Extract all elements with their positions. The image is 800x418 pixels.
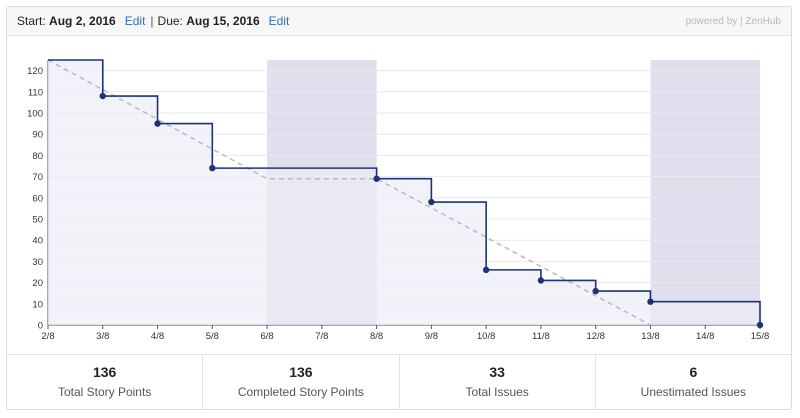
- due-label: Due:: [157, 14, 183, 28]
- y-tick-label: 40: [32, 236, 43, 247]
- x-tick-label: 14/8: [696, 331, 715, 342]
- weekend-band: [650, 60, 760, 325]
- data-point: [154, 120, 161, 127]
- stat-total-issues: 33 Total Issues: [400, 355, 596, 409]
- due-date: Aug 15, 2016: [186, 14, 260, 28]
- x-tick-label: 4/8: [151, 331, 164, 342]
- stats-bar: 136 Total Story Points 136 Completed Sto…: [7, 354, 791, 409]
- data-point: [592, 287, 599, 295]
- data-point: [209, 164, 216, 172]
- burndown-chart: 0 10 20 30 40 50 60 70 80 90 100 110 120 2/8 3/8 4/8 5/8…: [27, 59, 770, 342]
- y-tick-label: 10: [32, 299, 43, 310]
- data-point: [428, 198, 435, 206]
- powered-by-text: powered by | ZenHub: [685, 15, 781, 27]
- edit-due-link[interactable]: Edit: [268, 14, 290, 28]
- data-point: [756, 321, 764, 329]
- stat-label: Unestimated Issues: [640, 385, 747, 399]
- y-tick-label: 100: [27, 109, 43, 120]
- stat-label: Total Story Points: [57, 385, 152, 399]
- stat-value: 136: [92, 364, 117, 380]
- y-tick-label: 60: [32, 193, 43, 204]
- stat-total-story-points: 136 Total Story Points: [7, 355, 204, 409]
- stat-unestimated-issues: 6 Unestimated Issues: [596, 355, 791, 409]
- x-tick-label: 12/8: [586, 331, 605, 342]
- x-tick-label: 3/8: [96, 331, 109, 342]
- x-tick-label: 10/8: [477, 331, 496, 342]
- x-tick-label: 5/8: [206, 331, 219, 342]
- start-label: Start:: [17, 14, 46, 28]
- burndown-panel: Start: Aug 2, 2016 Edit | Due: Aug 15, 2…: [6, 6, 792, 410]
- y-tick-label: 120: [27, 66, 43, 77]
- data-point: [537, 277, 545, 284]
- y-tick-label: 0: [38, 321, 43, 332]
- start-date: Aug 2, 2016: [49, 14, 116, 28]
- data-point: [482, 266, 490, 274]
- x-tick-label: 13/8: [641, 331, 660, 342]
- data-point: [647, 298, 654, 305]
- y-tick-label: 80: [32, 151, 43, 162]
- edit-start-link[interactable]: Edit: [124, 14, 146, 28]
- y-tick-label: 30: [32, 257, 43, 268]
- y-tick-label: 90: [32, 130, 43, 141]
- sprint-header: Start: Aug 2, 2016 Edit | Due: Aug 15, 2…: [7, 7, 791, 36]
- ideal-burndown-line: [47, 59, 651, 326]
- y-tick-label: 20: [32, 278, 43, 289]
- x-tick-label: 6/8: [260, 331, 273, 342]
- stat-label: Completed Story Points: [237, 385, 364, 399]
- x-tick-label: 8/8: [370, 331, 383, 342]
- header-separator: |: [150, 14, 154, 28]
- y-tick-label: 70: [32, 172, 43, 183]
- x-tick-label: 15/8: [751, 331, 770, 342]
- stat-label: Total Issues: [465, 385, 529, 399]
- x-tick-label: 2/8: [41, 331, 54, 342]
- x-tick-label: 7/8: [315, 331, 328, 342]
- y-tick-label: 110: [28, 87, 43, 98]
- data-point: [99, 92, 106, 100]
- stat-completed-story-points: 136 Completed Story Points: [203, 355, 400, 409]
- x-tick-label: 9/8: [425, 331, 438, 342]
- x-tick-label: 11/8: [532, 331, 550, 342]
- y-tick-label: 50: [32, 215, 43, 226]
- stat-value: 33: [489, 364, 505, 380]
- data-point: [373, 175, 380, 182]
- stat-value: 6: [689, 364, 698, 380]
- stat-value: 136: [289, 364, 313, 380]
